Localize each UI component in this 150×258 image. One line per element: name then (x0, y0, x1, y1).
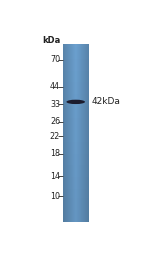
Bar (86, 44, 87, 222)
Bar (63, 207, 88, 210)
Bar (63, 62, 88, 64)
Bar (63, 154, 88, 157)
Bar (63, 219, 88, 222)
Bar (63, 174, 88, 177)
Text: 22: 22 (50, 132, 60, 141)
Bar (63, 192, 88, 195)
Text: 14: 14 (50, 172, 60, 181)
Bar (63, 94, 88, 97)
Bar (63, 53, 88, 56)
Bar (84, 44, 85, 222)
Bar (63, 68, 88, 70)
Bar (63, 171, 88, 174)
Bar (74, 44, 75, 222)
Bar (63, 85, 88, 88)
Bar (63, 74, 88, 76)
Bar (82, 44, 83, 222)
Bar (68, 44, 69, 222)
Bar (63, 106, 88, 109)
Bar (63, 44, 88, 47)
Bar (63, 133, 88, 136)
Bar (79, 44, 80, 222)
Bar (63, 100, 88, 103)
Bar (63, 97, 88, 100)
Bar (63, 91, 88, 94)
Bar (63, 159, 88, 162)
Bar (63, 56, 88, 59)
Bar (63, 130, 88, 133)
Bar (63, 183, 88, 186)
Bar (63, 118, 88, 121)
Bar (63, 198, 88, 201)
Bar (63, 88, 88, 91)
Bar (63, 186, 88, 189)
Bar (63, 189, 88, 192)
Bar (70, 44, 71, 222)
Bar (63, 151, 88, 154)
Bar (83, 44, 84, 222)
Bar (75, 44, 76, 222)
Bar (80, 44, 81, 222)
Bar (64, 44, 65, 222)
Text: 42kDa: 42kDa (92, 97, 121, 106)
Bar (63, 121, 88, 124)
Bar (63, 210, 88, 213)
Bar (87, 44, 88, 222)
Bar (76, 44, 77, 222)
Bar (63, 82, 88, 85)
Text: 10: 10 (50, 192, 60, 201)
Bar (63, 213, 88, 216)
Bar (63, 201, 88, 204)
Bar (63, 168, 88, 171)
Bar (63, 64, 88, 68)
Bar (63, 180, 88, 183)
Bar (63, 79, 88, 82)
Bar (63, 50, 88, 53)
Bar (78, 44, 79, 222)
Bar (82, 44, 83, 222)
Text: kDa: kDa (42, 36, 60, 45)
Bar (63, 145, 88, 148)
Bar (63, 148, 88, 151)
Bar (63, 59, 88, 62)
Bar (63, 115, 88, 118)
Bar (63, 47, 88, 50)
Bar (81, 44, 82, 222)
Bar (63, 165, 88, 168)
Bar (77, 44, 78, 222)
Bar (73, 44, 74, 222)
Bar (63, 44, 64, 222)
Bar (63, 70, 88, 74)
Bar (63, 109, 88, 112)
Bar (63, 103, 88, 106)
Bar (63, 76, 88, 79)
Bar (63, 216, 88, 219)
Bar (65, 44, 66, 222)
Bar (63, 142, 88, 145)
Bar (63, 204, 88, 207)
Bar (63, 112, 88, 115)
Bar (63, 139, 88, 142)
Bar (72, 44, 73, 222)
Bar (85, 44, 86, 222)
Text: 70: 70 (50, 55, 60, 64)
Text: 26: 26 (50, 117, 60, 126)
Bar (63, 127, 88, 130)
Bar (63, 195, 88, 198)
Bar (63, 162, 88, 165)
Text: 18: 18 (50, 149, 60, 158)
Bar (71, 44, 72, 222)
Ellipse shape (66, 100, 85, 104)
Bar (69, 44, 70, 222)
Bar (63, 124, 88, 127)
Bar (63, 177, 88, 180)
Bar (63, 136, 88, 139)
Bar (67, 44, 68, 222)
Bar (63, 157, 88, 159)
Text: 44: 44 (50, 83, 60, 92)
Text: 33: 33 (50, 100, 60, 109)
Bar (66, 44, 67, 222)
